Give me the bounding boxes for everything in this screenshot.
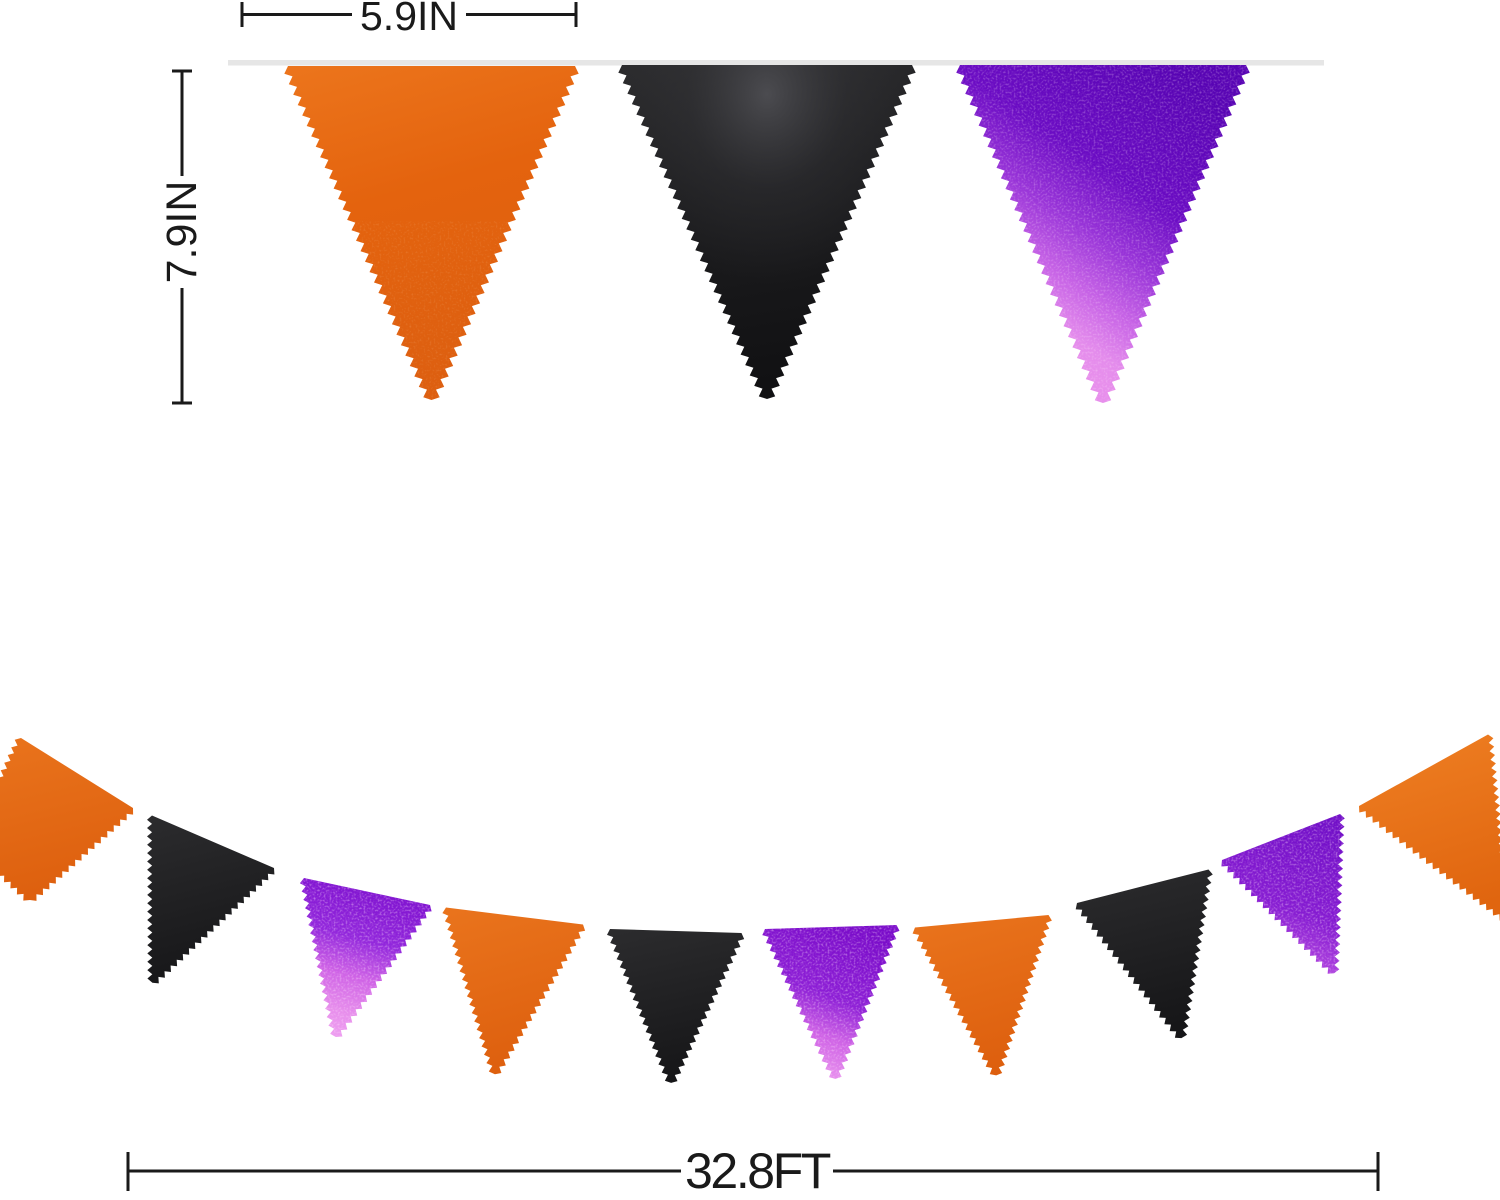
svg-text:5.9IN: 5.9IN <box>360 0 458 39</box>
svg-text:32.8FT: 32.8FT <box>685 1143 831 1195</box>
svg-text:7.9IN: 7.9IN <box>158 181 206 284</box>
